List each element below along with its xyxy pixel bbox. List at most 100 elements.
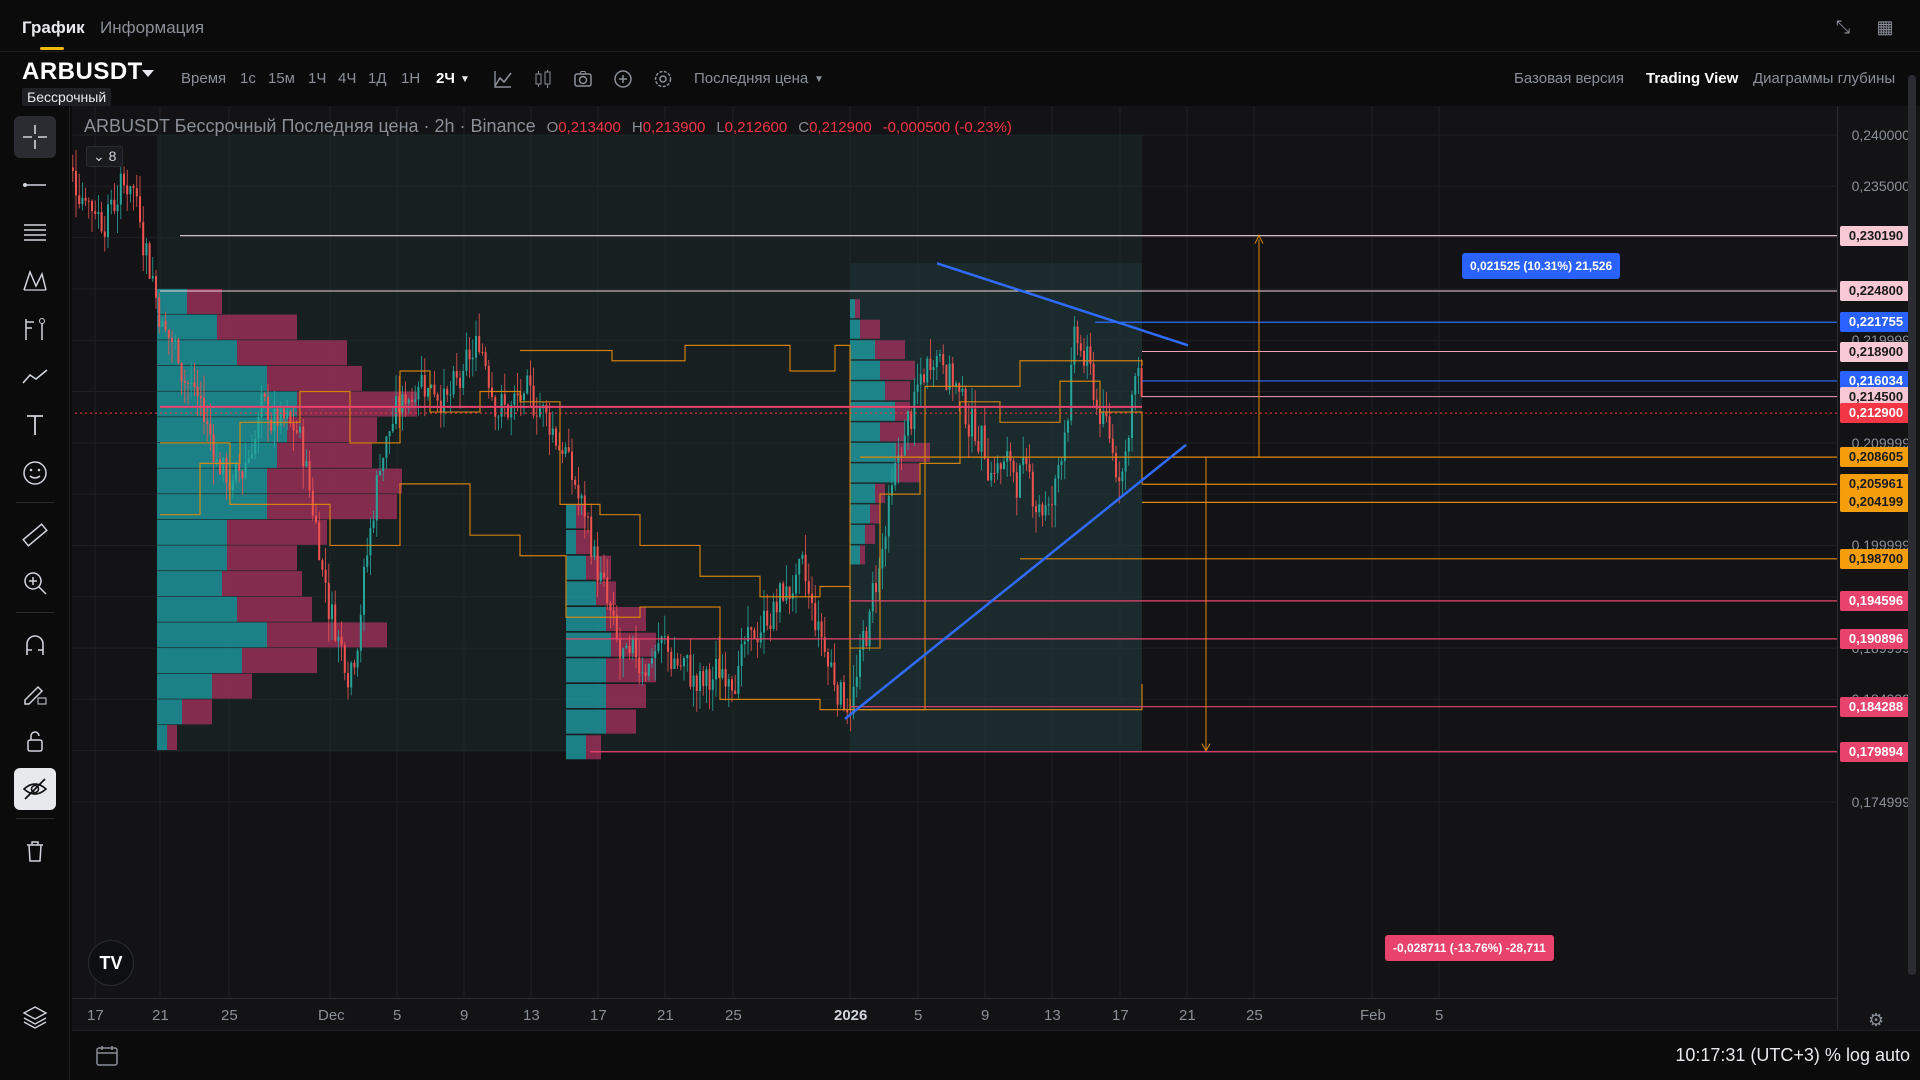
tf-1s[interactable]: 1с xyxy=(240,70,256,87)
candle-body xyxy=(791,593,794,599)
tradingview-logo[interactable]: TV xyxy=(88,940,134,986)
layers-tool[interactable] xyxy=(14,996,56,1038)
forecast-tool[interactable] xyxy=(14,308,56,350)
candle-body xyxy=(123,173,125,186)
hide-drawings-tool[interactable] xyxy=(14,768,56,810)
fib-tool[interactable] xyxy=(14,212,56,254)
tf-dropdown-icon[interactable]: ▼ xyxy=(460,74,470,85)
crosshair-tool[interactable] xyxy=(14,116,56,158)
vp-right-up xyxy=(850,340,875,360)
candle-body xyxy=(1009,450,1012,461)
candle-body xyxy=(1015,472,1018,498)
vp-left-up xyxy=(157,622,267,648)
pattern-tool[interactable] xyxy=(14,260,56,302)
lock-tool[interactable] xyxy=(14,720,56,762)
candle-body xyxy=(161,320,164,328)
candle-body xyxy=(910,411,913,430)
candle-body xyxy=(174,339,177,342)
indicators-count-toggle[interactable]: ⌄ 8 xyxy=(86,146,124,167)
candle-body xyxy=(737,665,740,694)
price-type-dropdown[interactable]: Последняя цена xyxy=(694,70,809,87)
price-scale[interactable]: 0,240000 0,235000 0,219999 0,209999 0,199999… xyxy=(1837,106,1920,1030)
vp-right-up xyxy=(850,401,895,421)
emoji-tool[interactable] xyxy=(14,452,56,494)
candle-body xyxy=(1051,504,1053,506)
tf-4h[interactable]: 4Ч xyxy=(338,70,357,87)
candle-body xyxy=(801,554,804,559)
tf-1h[interactable]: 1Ч xyxy=(308,70,327,87)
polyline-icon xyxy=(22,369,48,384)
candle-body xyxy=(743,641,746,645)
tf-2h-active[interactable]: 2Ч xyxy=(436,70,455,87)
candle-body xyxy=(1060,461,1063,466)
clock-and-scale[interactable]: 10:17:31 (UTC+3) % log auto xyxy=(1675,1045,1910,1065)
tab-chart[interactable]: График xyxy=(22,18,85,37)
candle-body xyxy=(270,419,273,431)
trend-line-tool[interactable] xyxy=(14,164,56,206)
collapse-icon[interactable]: ⤡ xyxy=(1835,17,1851,37)
vp-mid-up xyxy=(566,607,606,632)
candle-body xyxy=(564,447,567,454)
legend-change: -0,000500 (-0.23%) xyxy=(882,119,1012,136)
chevron-down-icon[interactable] xyxy=(142,70,154,77)
basic-version-button[interactable]: Базовая версия xyxy=(1514,70,1624,87)
candle-body xyxy=(571,451,573,480)
chart-pane[interactable] xyxy=(72,106,1837,1030)
time-axis-label: 5 xyxy=(914,1007,923,1024)
candle-body xyxy=(1073,326,1076,365)
price-type-chevron-icon[interactable]: ▼ xyxy=(814,74,824,85)
indicators-icon[interactable] xyxy=(492,68,514,90)
candle-body xyxy=(833,662,836,685)
ruler-tool[interactable] xyxy=(14,514,56,556)
candle-body xyxy=(820,621,823,638)
add-circle-icon[interactable] xyxy=(612,68,634,90)
candle-body xyxy=(894,462,897,486)
camera-icon[interactable] xyxy=(572,68,594,90)
candle-body xyxy=(1006,450,1009,462)
zoom-tool[interactable] xyxy=(14,562,56,604)
vp-left-up xyxy=(157,571,222,597)
settings-icon[interactable] xyxy=(652,68,674,90)
depth-chart-button[interactable]: Диаграммы глубины xyxy=(1753,70,1896,87)
shapes-tool[interactable] xyxy=(14,356,56,398)
legend-close: 0,212900 xyxy=(809,119,872,136)
candle-body xyxy=(631,637,634,654)
candle-body xyxy=(113,199,116,212)
candle-body xyxy=(337,636,340,641)
symbol-selector[interactable]: ARBUSDT xyxy=(22,58,143,85)
tradingview-button[interactable]: Trading View xyxy=(1646,70,1739,87)
candle-body xyxy=(609,603,612,611)
draw-mode-tool[interactable] xyxy=(14,672,56,714)
candle-body xyxy=(999,463,1002,470)
tf-1w[interactable]: 1Н xyxy=(401,70,421,87)
tf-1d[interactable]: 1Д xyxy=(368,70,387,87)
scrollbar[interactable] xyxy=(1908,75,1916,975)
price-badge: 0,179894 xyxy=(1840,741,1912,762)
tab-info[interactable]: Информация xyxy=(100,18,205,37)
time-axis[interactable]: 17 21 25 Dec 5 9 13 17 21 25 2026 5 9 13 17 21 25 Feb 5 xyxy=(72,998,1837,1030)
calendar-goto-icon[interactable] xyxy=(94,1043,120,1069)
delete-tool[interactable] xyxy=(14,830,56,872)
candle-body xyxy=(603,572,605,578)
vp-left-down xyxy=(267,622,387,648)
chart-canvas[interactable] xyxy=(72,106,1837,998)
candle-body xyxy=(644,672,647,676)
text-tool[interactable] xyxy=(14,404,56,446)
candle-body xyxy=(142,222,145,256)
scale-settings-icon[interactable]: ⚙ xyxy=(1868,1010,1885,1030)
vp-mid-down xyxy=(586,735,601,760)
candle-body xyxy=(622,648,625,659)
magnet-tool[interactable] xyxy=(14,624,56,666)
candle-body xyxy=(126,185,129,195)
candle-body xyxy=(1067,420,1069,433)
vp-mid-up xyxy=(566,504,576,529)
tf-15m[interactable]: 15м xyxy=(268,70,295,87)
candles-type-icon[interactable] xyxy=(532,68,554,90)
price-badge: 0,214500 xyxy=(1840,386,1912,407)
layout-grid-icon[interactable]: ▦ xyxy=(1876,17,1894,37)
candle-body xyxy=(692,675,695,687)
crosshair-icon xyxy=(23,125,47,149)
time-axis-label: 5 xyxy=(1435,1007,1444,1024)
candle-body xyxy=(171,338,173,342)
